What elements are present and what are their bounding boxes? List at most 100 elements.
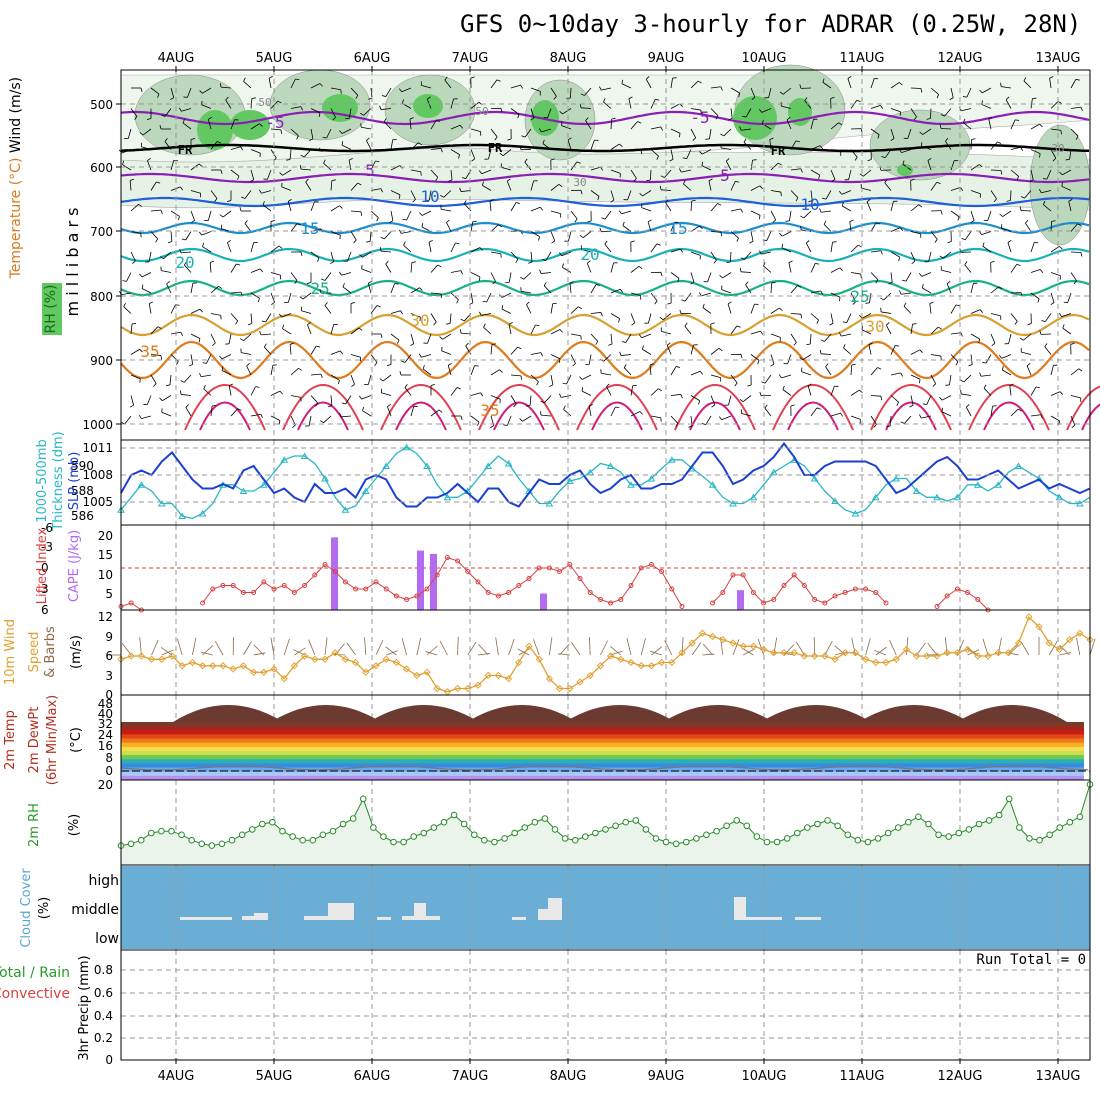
wind-barb bbox=[664, 640, 673, 656]
temp-ylabel-d: (°C) bbox=[69, 727, 84, 753]
cloud-bar bbox=[414, 903, 426, 916]
temp-ylabel-b: 2m DewPt bbox=[27, 707, 42, 774]
cloud-bar bbox=[512, 917, 526, 920]
wind-barb bbox=[1089, 638, 1096, 656]
rh-point bbox=[511, 829, 518, 837]
isotherm-40-arc-3 bbox=[478, 384, 560, 431]
lifted-index-line bbox=[120, 602, 142, 611]
rh-point bbox=[864, 838, 872, 846]
wind-barb bbox=[557, 653, 570, 656]
wind-speed-point bbox=[229, 665, 237, 673]
lifted-index-point bbox=[873, 590, 879, 595]
wind-speed-point bbox=[770, 649, 778, 657]
wind-barb bbox=[1059, 652, 1072, 656]
rh-point bbox=[158, 827, 165, 835]
daily-max-temp-mound bbox=[663, 705, 773, 722]
cloud-level-label: low bbox=[95, 931, 119, 947]
rh-point bbox=[723, 822, 730, 830]
isotherm-label: 10 bbox=[420, 187, 439, 206]
pressure-tick-label: 900 bbox=[90, 354, 113, 368]
rh-point bbox=[470, 831, 478, 839]
wind-barb bbox=[533, 639, 540, 656]
grid-lines bbox=[175, 70, 1059, 1060]
rh-tick-label: 20 bbox=[98, 778, 113, 792]
upper-ylabel-temp: Temperature (°C) bbox=[8, 158, 24, 280]
rh-contour-label: 50 bbox=[475, 105, 488, 118]
lifted-index-line bbox=[202, 556, 683, 607]
lifted-index-point bbox=[444, 555, 450, 560]
thickness-point bbox=[729, 500, 737, 507]
wind-barb bbox=[966, 647, 979, 656]
date-label-top: 5AUG bbox=[256, 51, 293, 66]
rh-point bbox=[188, 836, 195, 844]
freezing-level-label: FR bbox=[488, 141, 503, 155]
wind-speed-point bbox=[1045, 639, 1053, 647]
isotherm-label: 25 bbox=[310, 279, 329, 298]
thickness-tick-label: 588 bbox=[71, 484, 94, 498]
wind-barb bbox=[626, 637, 632, 656]
lifted-index-point bbox=[567, 562, 573, 567]
lifted-index-point bbox=[791, 572, 797, 578]
wind-speed-point bbox=[545, 675, 554, 683]
thickness-point bbox=[871, 493, 880, 501]
isotherm-40-arc-6 bbox=[772, 384, 854, 431]
wind-speed-point bbox=[270, 665, 278, 673]
date-label-top: 8AUG bbox=[550, 51, 587, 66]
temp-tick-label: 32 bbox=[98, 717, 113, 731]
wind-barb bbox=[333, 653, 346, 656]
thickness-point bbox=[933, 493, 941, 501]
cloud-bar bbox=[242, 916, 254, 920]
thickness-point bbox=[1014, 462, 1023, 469]
thickness-point bbox=[137, 481, 146, 488]
slp-ylabel-thickness-b: Thickness (dm) bbox=[51, 431, 66, 531]
rh-point bbox=[390, 838, 397, 846]
wind-barb bbox=[916, 642, 926, 656]
rh-point bbox=[551, 826, 559, 833]
wind-speed-point bbox=[872, 658, 880, 667]
wind-speed-point bbox=[290, 662, 299, 670]
thickness-point bbox=[423, 462, 431, 469]
rh-point bbox=[995, 811, 1003, 819]
wind-speed-point bbox=[974, 652, 982, 660]
rh-legend-swatch bbox=[42, 283, 62, 335]
date-label-top: 7AUG bbox=[452, 51, 489, 66]
slp-line bbox=[120, 441, 1091, 508]
rh-point bbox=[733, 817, 741, 824]
thickness-point bbox=[1075, 500, 1084, 507]
wind-speed-point bbox=[749, 642, 758, 650]
lifted-index-point bbox=[883, 600, 889, 606]
wind-speed-point bbox=[158, 655, 166, 663]
lifted-index-point bbox=[220, 583, 226, 588]
isotherm-45-arc-1 bbox=[297, 401, 349, 431]
rh-point bbox=[632, 817, 640, 824]
temperature-band bbox=[121, 726, 1084, 731]
wind-barb bbox=[1048, 641, 1058, 656]
wind-barb bbox=[270, 637, 275, 656]
wind-barb bbox=[851, 637, 856, 656]
wind-barb bbox=[559, 643, 570, 656]
cape-bar bbox=[737, 590, 744, 610]
wind-barb bbox=[151, 639, 159, 656]
wind-barb bbox=[294, 647, 306, 656]
temp-tick-label: 16 bbox=[98, 739, 113, 753]
wind-barb bbox=[982, 638, 989, 656]
lifted-index-point bbox=[516, 583, 522, 588]
lifted-index-point bbox=[965, 590, 971, 595]
wind-barb bbox=[517, 648, 530, 656]
thickness-point bbox=[627, 481, 635, 488]
date-label-bottom: 7AUG bbox=[452, 1069, 489, 1084]
isotherm-45-arc-8 bbox=[983, 401, 1035, 431]
cape-bar bbox=[417, 550, 424, 610]
lifted-index-point bbox=[200, 600, 206, 606]
wind-speed-point bbox=[382, 655, 390, 663]
wind-barb bbox=[649, 650, 662, 656]
isotherm-10 bbox=[120, 196, 1090, 208]
date-label-bottom: 11AUG bbox=[839, 1069, 884, 1084]
temperature-band bbox=[121, 771, 1084, 777]
wind-barb bbox=[253, 652, 266, 656]
thickness-point bbox=[606, 462, 615, 469]
wind-speed-point bbox=[606, 652, 615, 660]
wind-speed-point bbox=[759, 645, 768, 654]
wind-speed-line bbox=[120, 615, 1091, 693]
isotherm-label: 15 bbox=[668, 219, 687, 238]
